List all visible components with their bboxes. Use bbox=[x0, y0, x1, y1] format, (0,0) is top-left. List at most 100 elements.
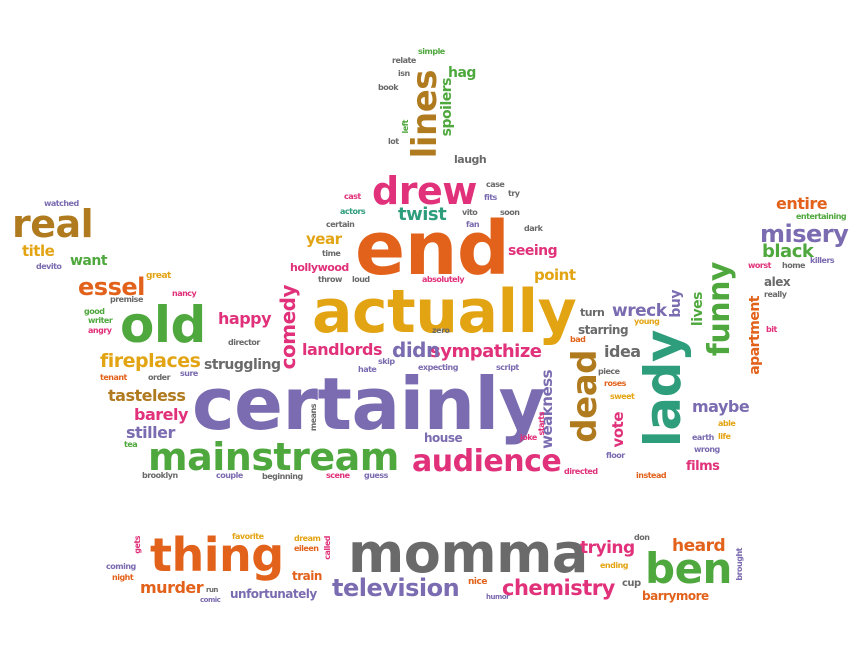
cloud-word: funny bbox=[702, 262, 737, 357]
cloud-word: vito bbox=[462, 208, 478, 217]
cloud-word: nice bbox=[468, 577, 487, 587]
cloud-word: ben bbox=[645, 544, 732, 593]
cloud-word: point bbox=[534, 266, 576, 284]
cloud-word: heard bbox=[672, 536, 726, 556]
cloud-word: sympathize bbox=[430, 341, 542, 362]
cloud-word: vote bbox=[609, 412, 627, 448]
cloud-word: watched bbox=[44, 199, 79, 208]
cloud-word: dark bbox=[524, 224, 543, 233]
cloud-word: certain bbox=[326, 220, 355, 229]
cloud-word: floor bbox=[606, 451, 625, 460]
cloud-word: bit bbox=[766, 325, 777, 334]
cloud-word: cast bbox=[344, 192, 361, 201]
cloud-word: certainly bbox=[192, 362, 546, 446]
cloud-word: order bbox=[148, 373, 171, 382]
cloud-word: angry bbox=[88, 326, 112, 335]
cloud-word: actors bbox=[340, 207, 366, 216]
cloud-word: book bbox=[378, 83, 399, 92]
cloud-word: nancy bbox=[172, 289, 197, 298]
cloud-word: couple bbox=[216, 471, 243, 480]
cloud-word: idea bbox=[604, 342, 641, 361]
cloud-word: soon bbox=[500, 208, 520, 217]
cloud-word: lives bbox=[690, 292, 706, 327]
cloud-word: director bbox=[228, 338, 260, 347]
cloud-word: didn bbox=[392, 338, 440, 362]
cloud-word: black bbox=[762, 241, 814, 262]
cloud-word: trying bbox=[580, 538, 635, 558]
cloud-word: home bbox=[782, 261, 805, 270]
cloud-word: laugh bbox=[454, 153, 487, 166]
cloud-word: simple bbox=[418, 47, 445, 56]
cloud-word: roses bbox=[604, 379, 626, 388]
cloud-word: skip bbox=[378, 357, 395, 366]
cloud-word: unfortunately bbox=[230, 587, 317, 601]
cloud-word: ending bbox=[600, 561, 629, 570]
cloud-word: old bbox=[120, 296, 206, 354]
cloud-word: buy bbox=[668, 290, 684, 318]
cloud-word: cup bbox=[622, 578, 641, 589]
cloud-word: absolutely bbox=[422, 275, 465, 284]
cloud-word: instead bbox=[636, 471, 667, 480]
cloud-word: don bbox=[634, 533, 650, 542]
cloud-word: expecting bbox=[418, 363, 458, 372]
cloud-word: young bbox=[634, 317, 660, 326]
cloud-word: wreck bbox=[612, 301, 667, 321]
cloud-word: real bbox=[12, 202, 94, 246]
cloud-word: case bbox=[486, 180, 505, 189]
cloud-word: starring bbox=[578, 323, 629, 337]
cloud-word: killers bbox=[810, 256, 835, 265]
cloud-word: essel bbox=[78, 273, 145, 301]
cloud-word: night bbox=[112, 573, 134, 582]
cloud-word: end bbox=[355, 206, 510, 292]
cloud-word: films bbox=[686, 459, 720, 474]
cloud-word: apartment bbox=[747, 296, 763, 375]
cloud-word: chemistry bbox=[502, 576, 615, 600]
cloud-word: try bbox=[508, 189, 520, 198]
cloud-word: bad bbox=[570, 335, 586, 344]
cloud-word: lot bbox=[388, 137, 399, 146]
cloud-word: barely bbox=[134, 405, 188, 424]
cloud-word: fireplaces bbox=[100, 350, 201, 372]
cloud-word: brought bbox=[735, 548, 744, 581]
cloud-word: able bbox=[718, 419, 736, 428]
cloud-word: fan bbox=[466, 220, 480, 229]
cloud-word: turn bbox=[580, 306, 605, 319]
cloud-word: fits bbox=[484, 193, 497, 202]
cloud-word: entertaining bbox=[796, 212, 847, 221]
cloud-word: guess bbox=[364, 471, 388, 480]
cloud-word: landlords bbox=[302, 340, 382, 359]
cloud-word: worst bbox=[748, 261, 771, 270]
cloud-word: alex bbox=[764, 275, 791, 289]
cloud-word: television bbox=[332, 574, 460, 602]
cloud-word: joke bbox=[520, 433, 537, 442]
cloud-word: title bbox=[22, 242, 55, 260]
cloud-word: called bbox=[323, 536, 332, 560]
cloud-word: momma bbox=[348, 522, 588, 585]
cloud-word: misery bbox=[760, 220, 849, 248]
cloud-word: starts bbox=[537, 412, 546, 436]
cloud-word: struggling bbox=[204, 357, 281, 373]
cloud-word: thing bbox=[150, 528, 284, 582]
cloud-word: favorite bbox=[232, 532, 264, 541]
cloud-word: really bbox=[764, 290, 787, 299]
cloud-word: premise bbox=[110, 295, 143, 304]
cloud-word: spoilers bbox=[439, 78, 455, 137]
cloud-word: mainstream bbox=[148, 435, 399, 479]
cloud-word: run bbox=[206, 586, 218, 594]
cloud-word: weakness bbox=[538, 370, 556, 449]
cloud-word: seeing bbox=[508, 243, 558, 259]
cloud-word: hollywood bbox=[290, 261, 349, 274]
cloud-word: left bbox=[401, 120, 410, 134]
cloud-word: maybe bbox=[692, 397, 750, 416]
cloud-word: devito bbox=[36, 262, 62, 271]
cloud-word: barrymore bbox=[642, 589, 709, 603]
cloud-word: happy bbox=[218, 309, 272, 328]
cloud-word: coming bbox=[106, 562, 136, 571]
cloud-word: comedy bbox=[276, 285, 300, 370]
cloud-word: dream bbox=[294, 534, 321, 543]
cloud-word: entire bbox=[776, 194, 828, 213]
cloud-word: comic bbox=[200, 596, 221, 604]
cloud-word: writer bbox=[88, 316, 113, 325]
cloud-word: directed bbox=[564, 467, 598, 476]
